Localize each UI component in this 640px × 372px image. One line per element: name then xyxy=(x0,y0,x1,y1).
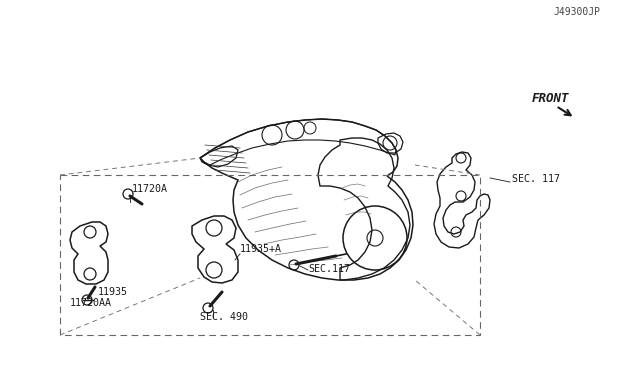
Text: 11935: 11935 xyxy=(98,287,128,297)
Text: SEC. 490: SEC. 490 xyxy=(200,312,248,322)
Text: J49300JP: J49300JP xyxy=(553,7,600,17)
Text: FRONT: FRONT xyxy=(532,92,570,105)
Text: SEC. 117: SEC. 117 xyxy=(512,174,560,184)
Text: SEC.117: SEC.117 xyxy=(308,264,350,274)
Text: 11720AA: 11720AA xyxy=(70,298,112,308)
Text: 11720A: 11720A xyxy=(132,184,168,194)
Text: 11935+A: 11935+A xyxy=(240,244,282,254)
